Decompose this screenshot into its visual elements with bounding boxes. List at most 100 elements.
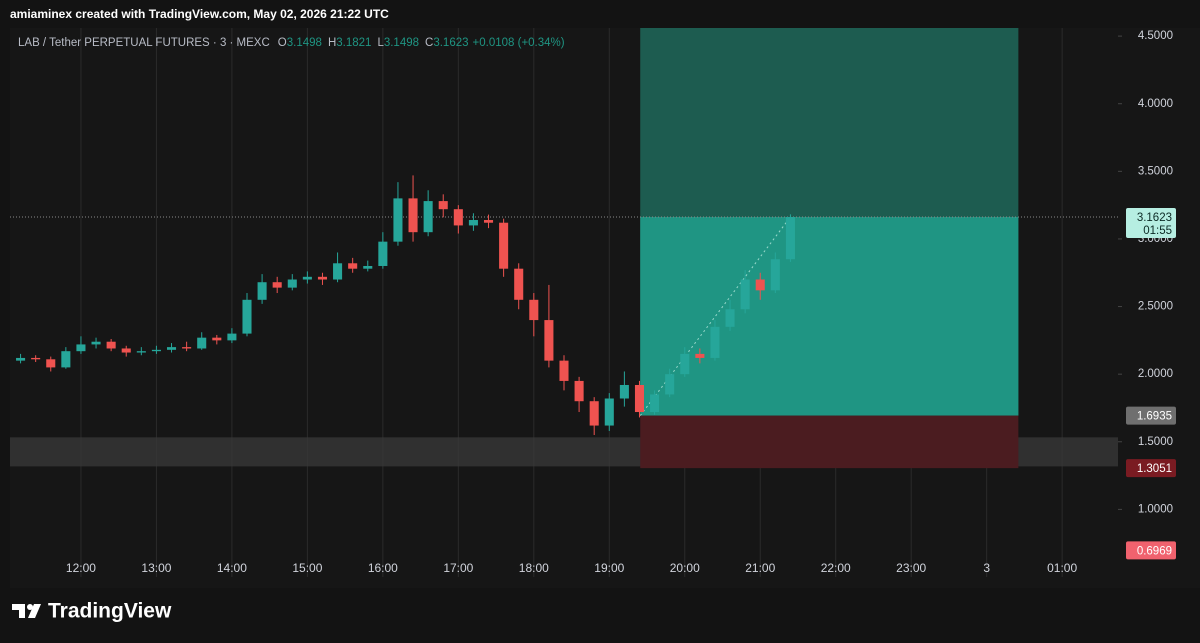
candle-body xyxy=(348,263,358,269)
candle-body xyxy=(589,401,599,426)
candle-body xyxy=(46,359,56,368)
candle-body xyxy=(680,353,690,375)
candle-body xyxy=(453,209,463,226)
candle-body xyxy=(529,299,539,321)
candle-body xyxy=(770,259,780,291)
x-tick-label: 16:00 xyxy=(368,561,398,575)
stop-label-bg xyxy=(1126,459,1176,478)
stop-label: 1.3051 xyxy=(1137,463,1172,475)
x-tick-label: 01:00 xyxy=(1047,561,1077,575)
candle-body xyxy=(166,347,177,350)
candle-body xyxy=(31,357,41,360)
logo-mark xyxy=(12,604,25,618)
ohlc-value: 3.1498 xyxy=(287,37,322,49)
candle-body xyxy=(755,279,765,291)
candle-body xyxy=(363,265,373,269)
x-tick-label: 19:00 xyxy=(594,561,624,575)
symbol: LAB / Tether PERPETUAL FUTURES · 3 · MEX… xyxy=(18,37,270,49)
candle-body xyxy=(242,299,252,334)
x-tick-label: 18:00 xyxy=(519,561,549,575)
y-tick-label: 1.5000 xyxy=(1138,436,1173,448)
candle-body xyxy=(106,341,116,349)
candle-body xyxy=(197,337,207,349)
candle-body xyxy=(408,198,418,233)
candle-body xyxy=(61,351,71,368)
x-tick-label: 12:00 xyxy=(66,561,96,575)
candle-body xyxy=(650,394,660,413)
x-tick-label: 14:00 xyxy=(217,561,247,575)
y-tick-label: 3.5000 xyxy=(1138,165,1173,177)
ohlc-value: 3.1498 xyxy=(384,37,419,49)
overlay: 1.00001.50002.00002.50003.00003.50004.00… xyxy=(18,30,1176,560)
marker-price-label-bg xyxy=(1126,541,1176,560)
candle-body xyxy=(604,398,614,426)
profit-zone xyxy=(640,216,1019,416)
candle-body xyxy=(182,347,192,349)
x-tick-label: 15:00 xyxy=(292,561,322,575)
x-tick-label: 3 xyxy=(983,561,990,575)
candle-body xyxy=(212,337,222,341)
legend: LAB / Tether PERPETUAL FUTURES · 3 · MEX… xyxy=(18,37,565,49)
candle-body xyxy=(227,333,237,341)
marker-price-label: 0.6969 xyxy=(1137,545,1172,557)
candle-body xyxy=(499,222,509,269)
candle-body xyxy=(725,309,735,327)
candle-body xyxy=(76,344,86,352)
ohlc-key: H xyxy=(328,37,336,49)
ohlc-value: 3.1821 xyxy=(336,37,371,49)
ohlc-key: C xyxy=(425,37,433,49)
candle-body xyxy=(317,276,328,280)
last-price-label: 3.1623 xyxy=(1137,212,1172,224)
candle-body xyxy=(121,348,131,353)
candle-body xyxy=(740,279,750,310)
candle-body xyxy=(287,279,297,288)
candle-body xyxy=(378,241,388,266)
brand: TradingView xyxy=(48,600,172,623)
header: amiaminex created with TradingView.com, … xyxy=(10,7,389,21)
y-tick-label: 4.0000 xyxy=(1138,98,1173,110)
candle-body xyxy=(514,268,524,300)
candle-body xyxy=(574,380,584,402)
x-tick-label: 13:00 xyxy=(141,561,171,575)
candle-body xyxy=(483,220,494,223)
candle-body xyxy=(16,357,26,361)
entry-label-bg xyxy=(1126,406,1176,425)
ohlc-key: O xyxy=(278,37,287,49)
tradingview-logo xyxy=(12,604,41,618)
y-tick-label: 4.5000 xyxy=(1138,30,1173,42)
candle-body xyxy=(302,276,312,280)
x-tick-label: 17:00 xyxy=(443,561,473,575)
candle-body xyxy=(272,282,282,288)
candle-body xyxy=(91,341,101,345)
last-price-bg xyxy=(1126,207,1176,238)
candle-body xyxy=(333,263,343,280)
candle-body xyxy=(785,216,795,260)
candle-body xyxy=(559,360,569,381)
x-tick-label: 20:00 xyxy=(670,561,700,575)
x-tick-label: 21:00 xyxy=(745,561,775,575)
y-tick-label: 1.0000 xyxy=(1138,503,1173,515)
logo-mark xyxy=(28,604,41,618)
x-tick-label: 22:00 xyxy=(821,561,851,575)
price-axis xyxy=(1118,28,1200,588)
candle-body xyxy=(710,326,720,358)
x-tick-label: 23:00 xyxy=(896,561,926,575)
candle-body xyxy=(438,201,448,210)
candle-body xyxy=(695,353,705,358)
y-tick-label: 2.5000 xyxy=(1138,301,1173,313)
candle-body xyxy=(634,384,645,413)
plot xyxy=(10,28,1118,577)
candle-body xyxy=(423,201,433,233)
countdown: 01:55 xyxy=(1143,225,1172,237)
candle-body xyxy=(136,351,146,353)
ohlc-key: L xyxy=(377,37,384,49)
change: +0.0108 (+0.34%) xyxy=(473,37,565,49)
y-tick-label: 2.0000 xyxy=(1138,368,1173,380)
ohlc-value: 3.1623 xyxy=(433,37,468,49)
logo-dot xyxy=(27,604,33,610)
candle-body xyxy=(257,282,267,300)
candle-body xyxy=(665,374,675,395)
candle-body xyxy=(544,320,554,361)
